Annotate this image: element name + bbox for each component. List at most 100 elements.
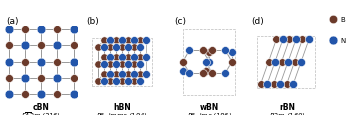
Point	[131, 73, 136, 75]
Point	[278, 83, 283, 85]
Point	[206, 61, 212, 63]
Point	[287, 39, 292, 41]
Text: (a): (a)	[6, 17, 19, 26]
Point	[107, 56, 112, 58]
Point	[119, 80, 124, 82]
Point	[143, 40, 148, 42]
Point	[284, 83, 289, 85]
Point	[223, 50, 228, 52]
Point	[6, 61, 11, 63]
Point	[113, 47, 118, 49]
Point	[55, 77, 60, 79]
Point	[119, 56, 124, 58]
Point	[22, 45, 28, 47]
Point	[55, 61, 60, 63]
Point	[143, 73, 148, 75]
Point	[55, 45, 60, 47]
Text: hBN: hBN	[113, 102, 131, 111]
Text: $F\overline{4}3m$ (216): $F\overline{4}3m$ (216)	[21, 110, 61, 115]
Point	[22, 29, 28, 31]
Point	[119, 40, 124, 42]
Point	[6, 93, 11, 95]
Point	[107, 47, 112, 49]
Point	[271, 83, 277, 85]
Point	[209, 72, 215, 74]
Point	[180, 61, 186, 63]
Point	[101, 56, 106, 58]
Text: (c): (c)	[174, 17, 186, 26]
Point	[229, 52, 235, 54]
Point	[300, 39, 305, 41]
Point	[22, 61, 28, 63]
Point	[38, 77, 44, 79]
Text: wBN: wBN	[199, 102, 219, 111]
Point	[131, 64, 136, 65]
Point	[55, 93, 60, 95]
Point	[137, 64, 142, 65]
Text: B: B	[341, 17, 345, 23]
Point	[125, 64, 131, 65]
Point	[137, 80, 142, 82]
Point	[131, 40, 136, 42]
Point	[274, 39, 279, 41]
Text: cBN: cBN	[33, 102, 50, 111]
Point	[38, 29, 44, 31]
Point	[119, 64, 124, 65]
Point	[137, 73, 142, 75]
Point	[71, 93, 77, 95]
Point	[107, 80, 112, 82]
Point	[203, 61, 208, 63]
Point	[137, 56, 142, 58]
Point	[200, 50, 205, 52]
Point	[71, 77, 77, 79]
Point	[285, 61, 291, 63]
Point	[306, 39, 312, 41]
Point	[95, 64, 100, 65]
Point	[206, 52, 212, 54]
Point	[279, 61, 284, 63]
Point	[38, 93, 44, 95]
Point	[280, 39, 286, 41]
Point	[131, 56, 136, 58]
Point	[187, 72, 192, 74]
Text: $P6_3/mc$ (186): $P6_3/mc$ (186)	[187, 110, 232, 115]
Point	[107, 64, 112, 65]
Point	[95, 80, 100, 82]
Point	[113, 80, 118, 82]
Text: N: N	[341, 38, 346, 44]
Text: $R3m$ (160): $R3m$ (160)	[269, 110, 305, 115]
Point	[95, 47, 100, 49]
Point	[55, 29, 60, 31]
Point	[131, 47, 136, 49]
Point	[6, 77, 11, 79]
Point	[330, 19, 336, 21]
Point	[292, 61, 298, 63]
Point	[101, 40, 106, 42]
Point	[107, 73, 112, 75]
Point	[200, 72, 205, 74]
Point	[113, 64, 118, 65]
Point	[125, 47, 131, 49]
Point	[229, 61, 235, 63]
Point	[258, 83, 264, 85]
Point	[107, 40, 112, 42]
Point	[330, 40, 336, 42]
Point	[38, 61, 44, 63]
Point	[298, 61, 304, 63]
Point	[266, 61, 271, 63]
Point	[113, 56, 118, 58]
Point	[113, 73, 118, 75]
Point	[119, 73, 124, 75]
Point	[6, 45, 11, 47]
Point	[137, 40, 142, 42]
Point	[71, 29, 77, 31]
Text: rBN: rBN	[279, 102, 295, 111]
Point	[223, 72, 228, 74]
Point	[143, 56, 148, 58]
Point	[101, 80, 106, 82]
Point	[119, 47, 124, 49]
Point	[137, 47, 142, 49]
Point	[131, 80, 136, 82]
Point	[209, 50, 215, 52]
Point	[264, 83, 270, 85]
